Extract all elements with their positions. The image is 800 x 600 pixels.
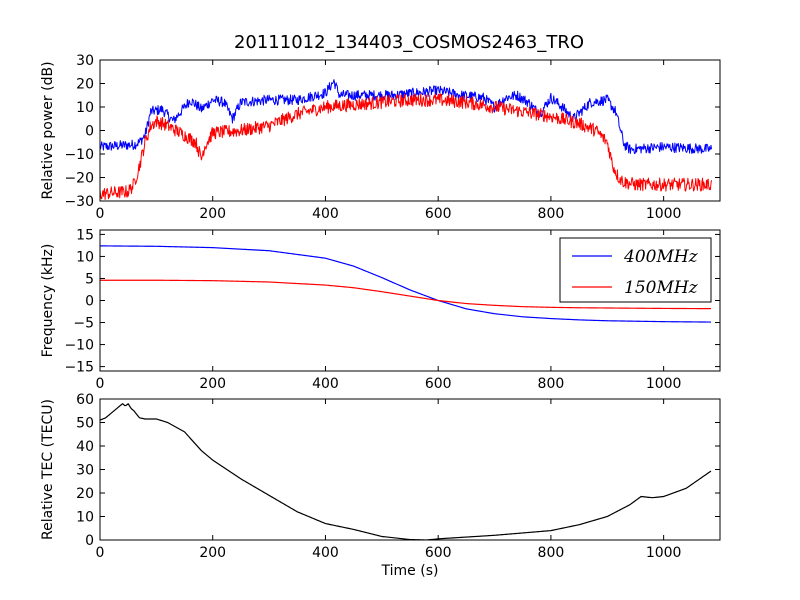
x-axis-label: Time (s) — [381, 563, 439, 579]
y-axis-label: Relative power (dB) — [40, 61, 56, 199]
legend-box — [559, 237, 712, 303]
y-tick-label: 5 — [85, 271, 94, 287]
y-tick-label: 0 — [85, 533, 94, 549]
y-axis-label: Frequency (kHz) — [40, 244, 56, 358]
x-tick-label: 800 — [538, 376, 565, 392]
series-line-1-0 — [100, 245, 711, 323]
y-tick-label: 10 — [76, 510, 94, 526]
y-tick-label: 10 — [76, 100, 94, 116]
x-tick-label: 600 — [425, 206, 452, 222]
y-tick-label: −5 — [73, 316, 94, 332]
series-line-0-0 — [100, 79, 713, 155]
x-tick-label: 400 — [312, 376, 339, 392]
series-line-0-1 — [100, 93, 713, 200]
y-axis-label: Relative TEC (TECU) — [40, 399, 56, 540]
x-tick-label: 0 — [96, 545, 105, 561]
legend-label: 150MHz — [624, 278, 699, 298]
x-tick-label: 200 — [199, 376, 226, 392]
x-tick-label: 400 — [312, 206, 339, 222]
y-tick-label: 40 — [76, 439, 94, 455]
legend-label: 400MHz — [623, 247, 699, 267]
x-tick-label: 0 — [96, 206, 105, 222]
y-tick-label: 20 — [76, 77, 94, 93]
x-tick-label: 1000 — [646, 206, 682, 222]
y-tick-label: 30 — [76, 463, 94, 479]
y-tick-label: −20 — [64, 171, 94, 187]
y-tick-label: 0 — [85, 294, 94, 310]
x-tick-label: 1000 — [646, 376, 682, 392]
x-tick-label: 600 — [425, 376, 452, 392]
x-tick-label: 400 — [312, 545, 339, 561]
series-line-1-1 — [100, 279, 711, 310]
y-tick-label: −15 — [64, 360, 94, 376]
y-tick-label: −10 — [64, 338, 94, 354]
y-tick-label: 10 — [76, 249, 94, 265]
x-tick-label: 200 — [199, 545, 226, 561]
x-tick-label: 600 — [425, 545, 452, 561]
series-line-2-0 — [100, 403, 712, 540]
x-tick-label: 0 — [96, 376, 105, 392]
y-tick-label: 30 — [76, 53, 94, 69]
x-tick-label: 1000 — [646, 545, 682, 561]
x-tick-label: 800 — [538, 545, 565, 561]
series-group — [100, 403, 712, 540]
series-group — [100, 245, 711, 323]
chart-title: 20111012_134403_COSMOS2463_TRO — [234, 32, 584, 53]
series-group — [100, 79, 713, 200]
y-tick-label: 15 — [76, 227, 94, 243]
y-tick-label: 0 — [85, 124, 94, 140]
y-tick-label: −10 — [64, 147, 94, 163]
y-tick-label: 20 — [76, 486, 94, 502]
y-tick-label: 60 — [76, 392, 94, 408]
y-tick-label: −30 — [64, 194, 94, 210]
y-tick-label: 50 — [76, 416, 94, 432]
plot-frame — [99, 398, 721, 541]
x-tick-label: 800 — [538, 206, 565, 222]
x-tick-label: 200 — [199, 206, 226, 222]
